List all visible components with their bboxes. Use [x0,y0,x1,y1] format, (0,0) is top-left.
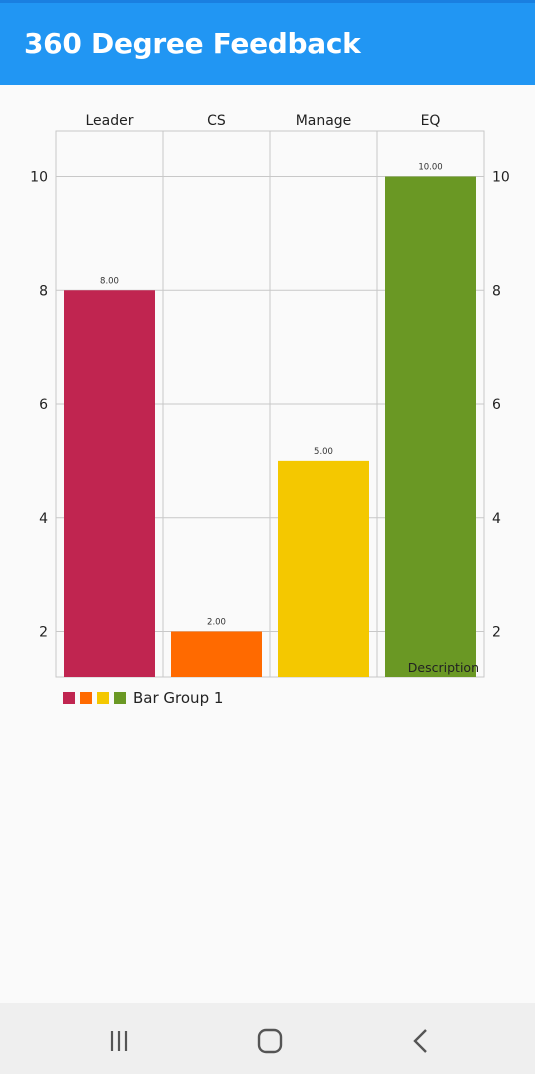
back-icon [413,1029,427,1053]
y-tick-label-left: 8 [39,283,48,299]
x-category-label: EQ [421,113,441,129]
app-title: 360 Degree Feedback [24,27,361,60]
bar-chart: 2 2 4 4 6 6 8 8 10 10 8.00 Leader 2.00 CS 5.00 Manage 10… [30,113,510,678]
y-tick-label-left: 4 [39,511,48,527]
status-bar [0,0,535,3]
back-button[interactable] [401,1021,441,1061]
x-category-label: Leader [85,113,133,129]
legend-swatches [63,692,131,704]
bar-value-label: 8.00 [100,276,119,286]
bar [64,290,155,677]
y-tick-label-left: 2 [39,625,48,641]
navigation-bar [0,1003,535,1074]
x-category-label: CS [207,113,226,129]
recents-button[interactable] [99,1021,139,1061]
y-tick-label-right: 10 [492,170,510,186]
legend-swatch [97,692,109,704]
y-tick-label-left: 6 [39,397,48,413]
bar [278,460,369,677]
y-tick-label-right: 2 [492,625,501,641]
y-tick-label-right: 6 [492,397,501,413]
chart-description: Description [408,660,479,675]
y-tick-label-right: 4 [492,511,501,527]
home-button[interactable] [250,1021,290,1061]
legend-label: Bar Group 1 [133,689,224,707]
legend-swatch [63,692,75,704]
chart-legend: Bar Group 1 [63,689,223,707]
legend-swatch [80,692,92,704]
app-bar: 360 Degree Feedback [0,3,535,85]
x-category-label: Manage [296,113,352,129]
bar-value-label: 2.00 [207,618,226,628]
bar [171,631,262,677]
y-tick-label-left: 10 [30,170,48,186]
bar [385,176,476,677]
recents-icon [110,1031,128,1051]
bar-value-label: 5.00 [314,447,333,457]
bar-value-label: 10.00 [418,163,442,173]
home-icon [257,1028,283,1054]
legend-swatch [114,692,126,704]
y-tick-label-right: 8 [492,283,501,299]
